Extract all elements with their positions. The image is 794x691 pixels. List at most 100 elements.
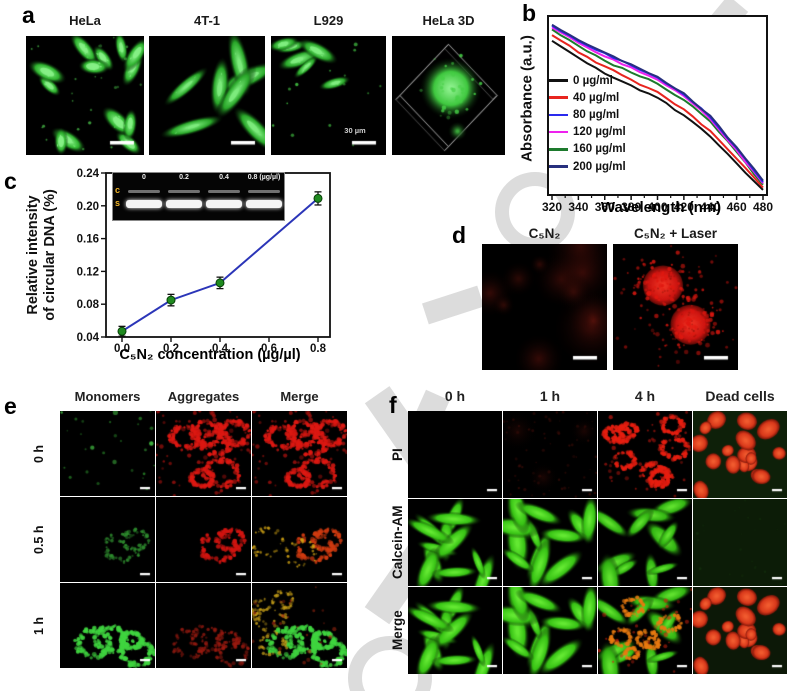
gel-row-label-c: c xyxy=(115,185,121,195)
legend-line-sample xyxy=(549,165,568,168)
gel-band-supercoiled xyxy=(166,200,202,208)
panel-f-row-merge: Merge xyxy=(390,610,405,651)
legend-entry-1: 40 µg/ml xyxy=(549,89,626,106)
panel-f-header-4h: 4 h xyxy=(634,388,656,404)
gel-band-circular xyxy=(208,190,240,193)
panel-f-tile-r1c2 xyxy=(598,499,692,586)
svg-text:0.24: 0.24 xyxy=(77,168,100,180)
panel-e-tile-r2c1 xyxy=(156,583,251,668)
panel-a-micrograph-0 xyxy=(26,36,144,155)
panel-f-header-1h: 1 h xyxy=(539,388,561,404)
panel-c-ylabel-line2: of circular DNA (%) xyxy=(42,189,58,321)
gel-lane-label: 0.2 xyxy=(179,174,189,181)
panel-a-micrograph-1 xyxy=(149,36,265,155)
gel-lane-2: 0.4 xyxy=(206,173,242,220)
legend-label: 80 µg/ml xyxy=(573,108,620,121)
svg-text:440: 440 xyxy=(700,200,720,214)
panel-c-ylabel: Relative intensity of circular DNA (%) xyxy=(25,155,59,355)
legend-entry-4: 160 µg/ml xyxy=(549,141,626,158)
panel-e-tile-r0c1 xyxy=(156,411,251,496)
panel-e-header-merge: Merge xyxy=(280,389,319,404)
panel-f-tile-r2c3 xyxy=(693,587,787,674)
panel-a-title-hela: HeLa xyxy=(69,13,101,28)
panel-f-header-0h: 0 h xyxy=(444,388,466,404)
panel-e-tile-r1c0 xyxy=(60,497,155,582)
legend-line-sample xyxy=(549,148,568,151)
panel-e-tile-r1c1 xyxy=(156,497,251,582)
panel-b-ylabel: Absorbance (a.u.) xyxy=(518,35,536,162)
panel-c-letter: c xyxy=(4,168,17,194)
gel-band-supercoiled xyxy=(126,200,162,208)
panel-e-row-05h: 0.5 h xyxy=(32,525,46,554)
panel-d-micrograph-0 xyxy=(482,244,607,370)
panel-e-tile-r0c2 xyxy=(252,411,347,496)
legend-entry-5: 200 µg/ml xyxy=(549,158,626,175)
panel-e-tile-r2c0 xyxy=(60,583,155,668)
legend-label: 160 µg/ml xyxy=(573,143,626,156)
svg-text:480: 480 xyxy=(753,200,773,214)
panel-a-title-hela3d: HeLa 3D xyxy=(422,13,475,28)
legend-label: 40 µg/ml xyxy=(573,91,620,104)
gel-band-supercoiled xyxy=(206,200,242,208)
panel-e-letter: e xyxy=(4,393,17,419)
svg-text:400: 400 xyxy=(647,200,667,214)
svg-text:380: 380 xyxy=(621,200,641,214)
gel-lane-label: 0 xyxy=(142,174,146,181)
svg-text:0.6: 0.6 xyxy=(261,343,277,355)
panel-e-header-monomers: Monomers xyxy=(74,389,141,404)
panel-b-xlabel: Wavelength (nm) xyxy=(600,199,722,216)
gel-lane-1: 0.2 xyxy=(166,173,202,220)
watermark-shape xyxy=(422,285,484,325)
panel-b-letter: b xyxy=(522,0,537,26)
legend-line-sample xyxy=(549,130,568,134)
scalebar-label-l929: 30 µm xyxy=(344,126,366,135)
panel-d-letter: d xyxy=(452,222,467,248)
legend-entry-2: 80 µg/ml xyxy=(549,106,626,123)
svg-text:320: 320 xyxy=(542,200,562,214)
legend-entry-3: 120 µg/ml xyxy=(549,124,626,141)
svg-text:0.20: 0.20 xyxy=(77,201,99,213)
gel-lane-label: 0.4 xyxy=(219,174,229,181)
panel-e-tile-r1c2 xyxy=(252,497,347,582)
panel-e-row-1h: 1 h xyxy=(32,616,46,635)
svg-text:340: 340 xyxy=(568,200,588,214)
panel-a-micrograph-2 xyxy=(271,36,386,155)
panel-f-tile-r2c2 xyxy=(598,587,692,674)
panel-c-xlabel: C₅N₂ concentration (µg/µl) xyxy=(119,347,301,363)
legend-line-sample xyxy=(549,113,568,117)
panel-b-legend: 0 µg/ml 40 µg/ml 80 µg/ml 120 µg/ml 160 µg/m… xyxy=(549,72,626,175)
svg-text:360: 360 xyxy=(595,200,615,214)
panel-f-row-calcein: Calcein-AM xyxy=(390,505,405,580)
panel-f-tile-r0c0 xyxy=(408,411,502,498)
panel-f-tile-r0c2 xyxy=(598,411,692,498)
panel-a-title-4t1: 4T-1 xyxy=(193,13,220,28)
gel-band-circular xyxy=(248,190,280,193)
panel-b-chart-svg: 320 340 360 380 400 420 440 460 480 xyxy=(542,15,773,214)
panel-f-tile-r0c1 xyxy=(503,411,597,498)
panel-e-row-0h: 0 h xyxy=(32,444,46,463)
legend-line-sample xyxy=(549,79,568,82)
panel-f-tile-r0c3 xyxy=(693,411,787,498)
panel-f-tile-r2c0 xyxy=(408,587,502,674)
panel-e-image-grid xyxy=(60,411,347,668)
panel-d-micrograph-1 xyxy=(613,244,738,370)
legend-label: 120 µg/ml xyxy=(573,126,626,139)
svg-text:420: 420 xyxy=(674,200,694,214)
svg-text:0.08: 0.08 xyxy=(77,299,100,311)
panel-f-header-dead: Dead cells xyxy=(705,388,775,404)
panel-a-title-l929: L929 xyxy=(313,13,344,28)
legend-label: 0 µg/ml xyxy=(573,74,613,87)
svg-text:0.0: 0.0 xyxy=(114,343,130,355)
panel-f-tile-r2c1 xyxy=(503,587,597,674)
gel-row-label-s: s xyxy=(115,198,121,208)
panel-d-title-c5n2-laser: C₅N₂ + Laser xyxy=(633,226,718,241)
gel-band-circular xyxy=(128,190,160,193)
panel-c-gel-inset: c s 0 0.2 0.4 0.8 (µg/µl) xyxy=(112,172,285,221)
svg-text:460: 460 xyxy=(727,200,747,214)
legend-entry-0: 0 µg/ml xyxy=(549,72,626,89)
panel-f-tile-r1c1 xyxy=(503,499,597,586)
panel-e-tile-r0c0 xyxy=(60,411,155,496)
panel-f-tile-r1c0 xyxy=(408,499,502,586)
panel-f-row-pi: PI xyxy=(390,448,405,461)
